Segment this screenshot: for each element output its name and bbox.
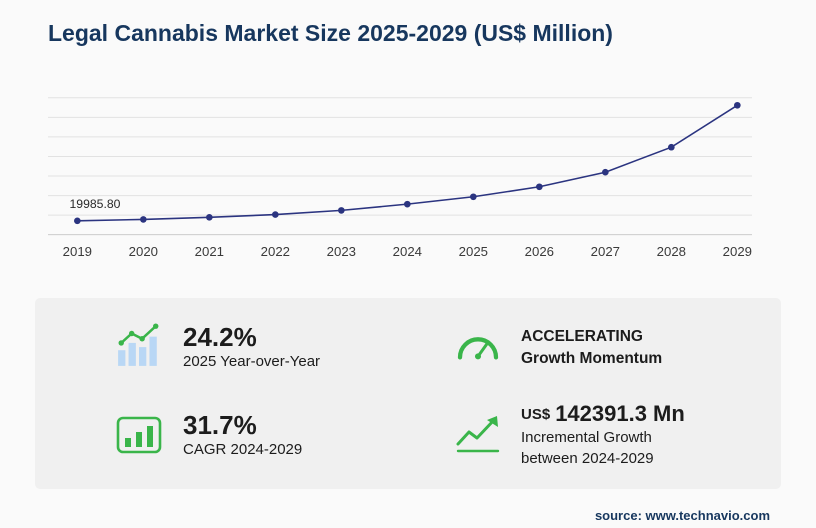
data-point-marker: [404, 200, 411, 208]
data-point-marker: [602, 168, 609, 176]
data-point-marker: [206, 214, 213, 221]
x-axis-label: 2024: [393, 244, 422, 259]
stat-cagr: 31.7% CAGR 2024-2029: [115, 401, 455, 469]
momentum-value: ACCELERATING: [521, 327, 643, 345]
yoy-text: 24.2% 2025 Year-over-Year: [183, 323, 320, 372]
growth-bars-icon: [115, 322, 163, 373]
speedometer-icon: [455, 327, 501, 368]
boxed-bar-chart-icon: [115, 411, 163, 460]
data-point-marker: [272, 211, 279, 218]
source-attribution: source: www.technavio.com: [594, 508, 770, 523]
market-line-chart: 2019 2020 2021 2022 2023 2024 2025 2026 2027 2028…: [48, 97, 752, 259]
x-axis-label: 2025: [459, 244, 488, 259]
momentum-text: ACCELERATING Growth Momentum: [521, 326, 662, 370]
data-point-marker: [74, 217, 81, 225]
data-point-marker: [470, 193, 477, 201]
data-point-marker: [536, 183, 543, 191]
data-point-marker: [140, 216, 147, 223]
x-axis-label: 2026: [525, 244, 554, 259]
cagr-text: 31.7% CAGR 2024-2029: [183, 411, 302, 460]
incremental-label-2: between 2024-2029: [521, 450, 654, 467]
x-axis-label: 2022: [261, 244, 290, 259]
first-point-value-label: 19985.80: [70, 197, 121, 211]
momentum-label: Growth Momentum: [521, 349, 663, 367]
stats-panel: 24.2% 2025 Year-over-Year ACCELERATING G…: [35, 298, 781, 489]
x-axis-label: 2029: [723, 244, 752, 259]
x-axis-label: 2028: [657, 244, 686, 259]
yoy-value: 24.2%: [183, 322, 257, 352]
cagr-label: CAGR 2024-2029: [183, 440, 303, 458]
market-chart: 2019 2020 2021 2022 2023 2024 2025 2026 2027 2028…: [48, 86, 752, 268]
stat-yoy: 24.2% 2025 Year-over-Year: [115, 322, 455, 373]
x-axis-label: 2023: [327, 244, 356, 259]
stat-incremental: US$ 142391.3 Mn Incremental Growth betwee…: [455, 401, 765, 469]
x-axis-label: 2021: [195, 244, 224, 259]
data-point-marker: [668, 143, 675, 151]
incremental-label-1: Incremental Growth: [521, 429, 652, 446]
x-axis-label: 2027: [591, 244, 620, 259]
data-point-marker: [338, 207, 345, 214]
line-growth-icon: [455, 411, 501, 460]
page-title: Legal Cannabis Market Size 2025-2029 (US…: [48, 20, 613, 46]
x-axis-label: 2019: [63, 244, 92, 259]
cagr-value: 31.7%: [183, 409, 257, 440]
incremental-text: US$ 142391.3 Mn Incremental Growth betwee…: [521, 401, 685, 469]
incremental-currency: US$: [521, 406, 551, 423]
incremental-value: 142391.3 Mn: [555, 401, 685, 426]
stat-momentum: ACCELERATING Growth Momentum: [455, 322, 765, 373]
data-point-marker: [734, 101, 741, 109]
yoy-label: 2025 Year-over-Year: [183, 353, 321, 370]
x-axis-label: 2020: [129, 244, 158, 259]
